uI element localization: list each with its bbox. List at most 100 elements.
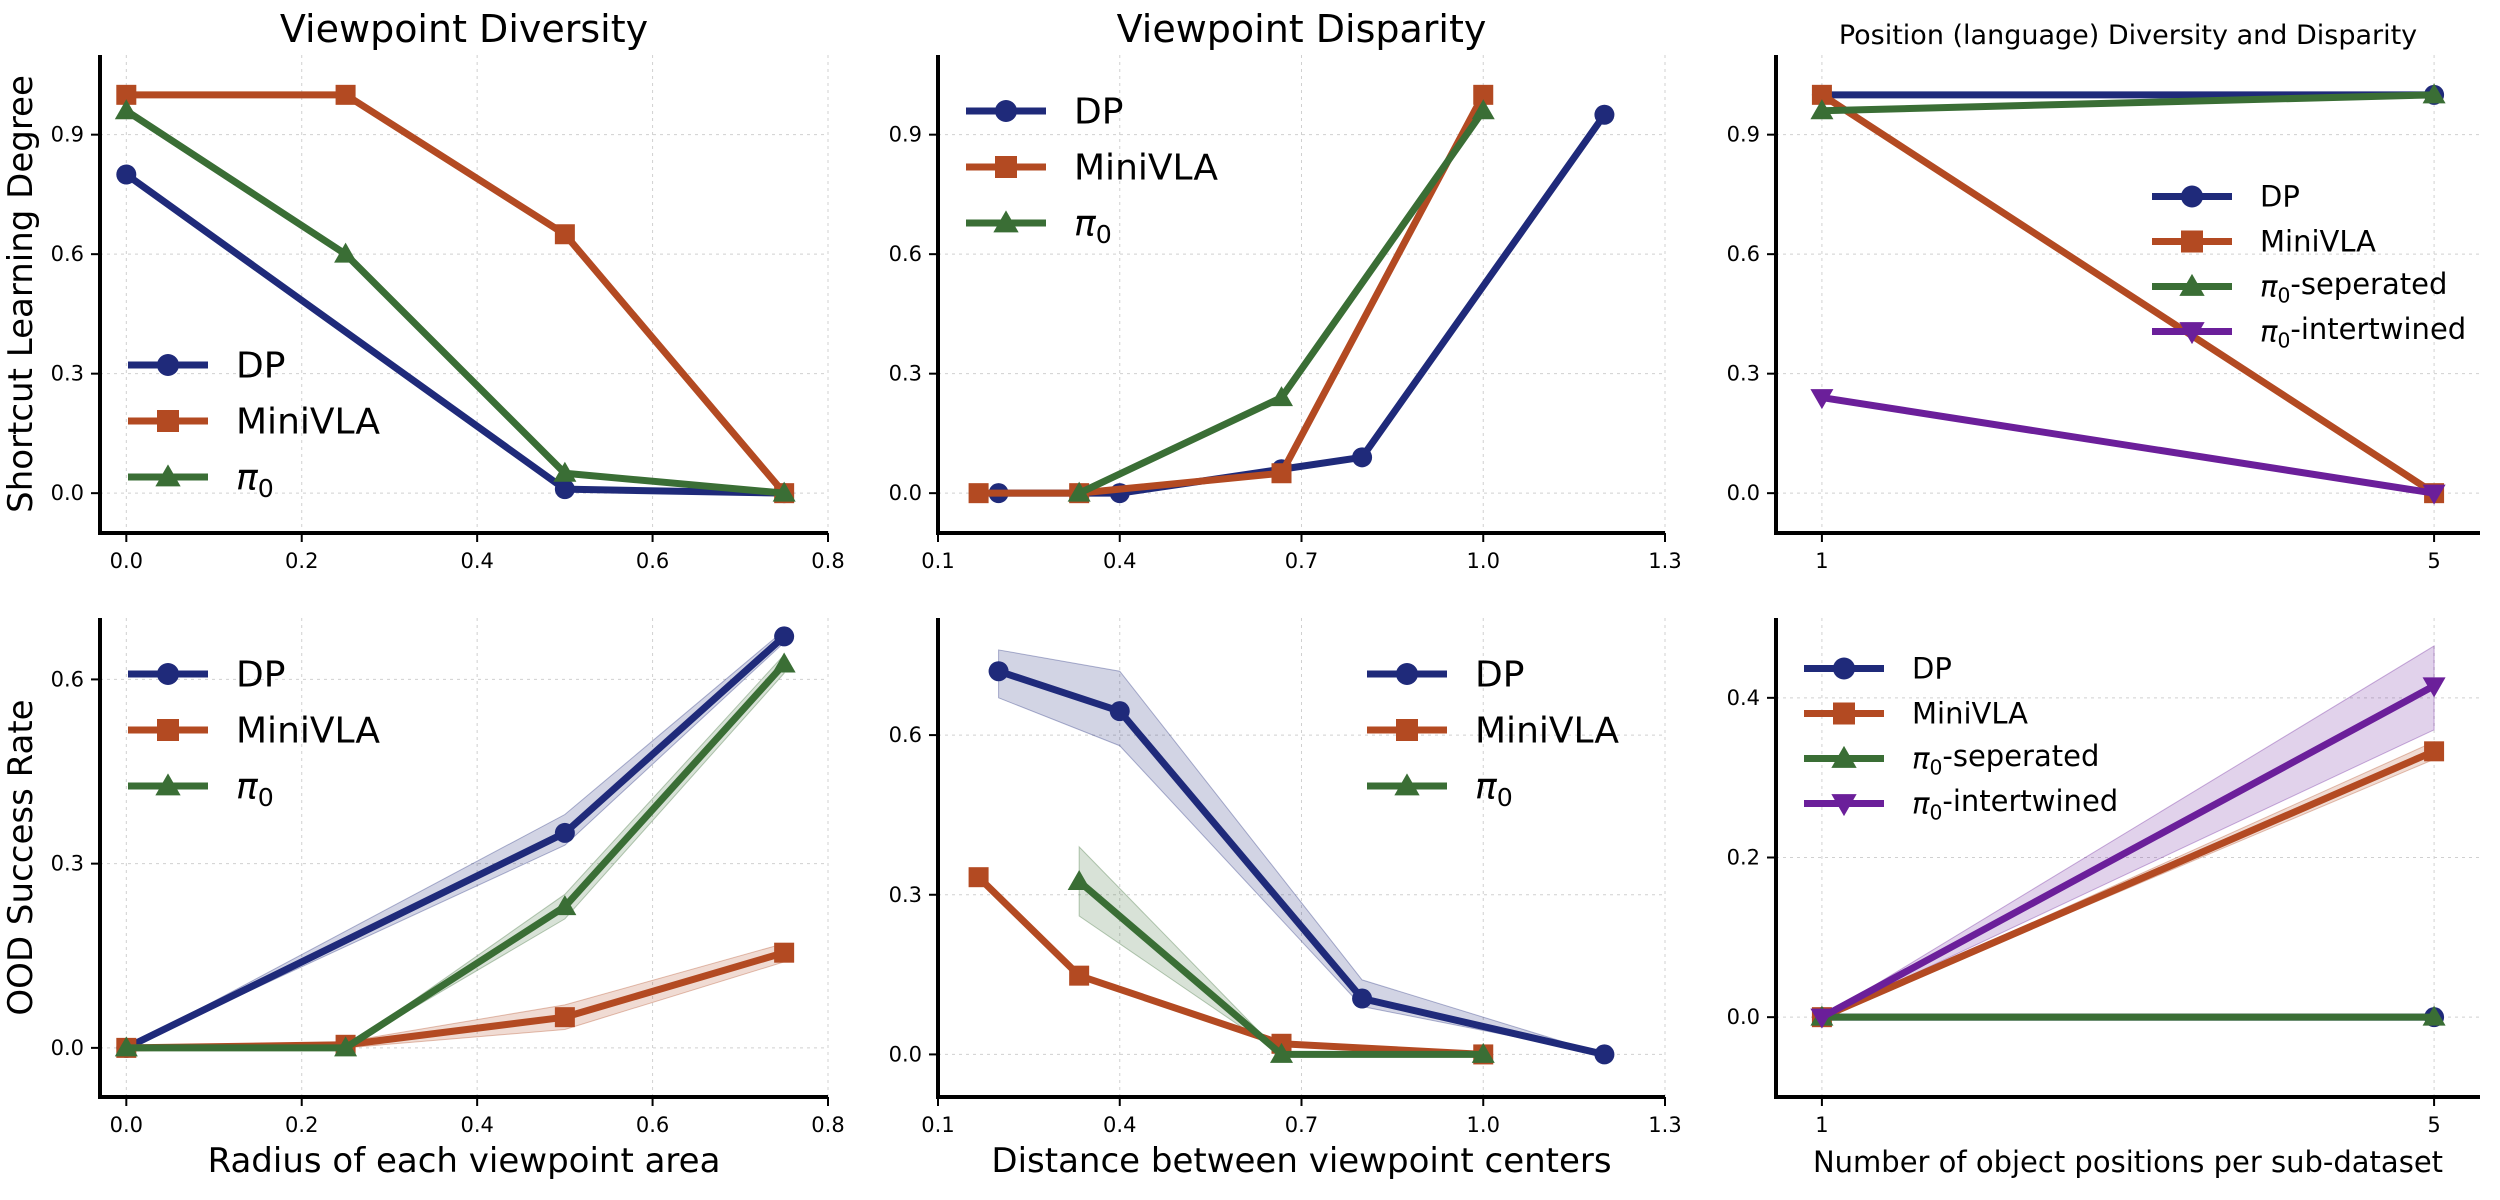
data-point bbox=[334, 1036, 358, 1057]
chart-panel-2: 0.1 0.4 0.7 1.0 1.3 0.0 0.3 0.6 0.9 Viewpoint Dis… bbox=[889, 7, 1682, 573]
x-tick-label: 0.4 bbox=[1103, 549, 1136, 573]
data-point bbox=[772, 652, 796, 673]
legend-marker bbox=[995, 100, 1017, 122]
x-tick-label: 0.7 bbox=[1285, 549, 1318, 573]
x-axis-label: Distance between viewpoint centers bbox=[991, 1141, 1611, 1181]
y-tick-label: 0.6 bbox=[51, 242, 84, 266]
y-tick-label: 0.9 bbox=[889, 123, 922, 147]
data-point bbox=[553, 461, 577, 482]
x-tick-label: 5 bbox=[2427, 1113, 2440, 1137]
legend-marker bbox=[2181, 230, 2203, 253]
legend-label: MiniVLA bbox=[1074, 148, 1218, 189]
series-line bbox=[126, 91, 787, 496]
data-point bbox=[116, 84, 137, 105]
legend-label: DP bbox=[236, 346, 285, 387]
data-point bbox=[1811, 84, 1832, 105]
legend-label: MiniVLA bbox=[1912, 697, 2028, 731]
y-tick-label: 0.0 bbox=[889, 481, 922, 505]
series-line bbox=[124, 171, 785, 497]
y-tick-label: 0.6 bbox=[51, 667, 84, 691]
data-point bbox=[968, 483, 989, 504]
x-tick-label: 0.1 bbox=[921, 1113, 954, 1137]
y-tick-label: 0.3 bbox=[1727, 362, 1760, 386]
data-point bbox=[554, 224, 575, 245]
series-line bbox=[978, 93, 1487, 497]
legend-marker bbox=[995, 156, 1017, 178]
legend-label: MiniVLA bbox=[2260, 225, 2376, 259]
data-point bbox=[968, 867, 989, 888]
legend: DP MiniVLA π0 bbox=[1367, 655, 1619, 812]
data-point bbox=[1810, 99, 1834, 120]
x-tick-label: 1 bbox=[1815, 549, 1828, 573]
legend-label: π0-intertwined bbox=[1912, 784, 2118, 825]
data-point bbox=[1067, 869, 1091, 890]
data-point bbox=[335, 84, 356, 105]
legend-label: DP bbox=[1074, 92, 1123, 133]
y-tick-label: 0.3 bbox=[889, 883, 922, 907]
series-line bbox=[1820, 682, 2436, 1021]
series-line bbox=[126, 661, 787, 1052]
series-line bbox=[124, 107, 785, 497]
legend-label: DP bbox=[236, 655, 285, 696]
x-axis-label: Radius of each viewpoint area bbox=[208, 1141, 721, 1181]
data-point bbox=[2422, 83, 2446, 104]
data-point bbox=[1810, 389, 1834, 410]
legend-label: π0 bbox=[1074, 204, 1112, 250]
data-point bbox=[554, 822, 575, 843]
x-tick-label: 0.4 bbox=[460, 1113, 493, 1137]
y-tick-label: 0.3 bbox=[51, 362, 84, 386]
y-tick-label: 0.0 bbox=[51, 481, 84, 505]
legend-marker bbox=[1831, 794, 1857, 817]
legend-marker bbox=[1831, 745, 1857, 768]
data-point bbox=[1810, 1008, 1834, 1029]
x-axis-label: Number of object positions per sub-datas… bbox=[1813, 1145, 2443, 1179]
x-tick-label: 0.1 bbox=[921, 549, 954, 573]
data-point bbox=[1270, 386, 1294, 407]
x-tick-label: 0.6 bbox=[636, 549, 669, 573]
chart-panel-5: 0.1 0.4 0.7 1.0 1.3 0.0 0.3 0.6 Distance between… bbox=[889, 618, 1682, 1181]
data-point bbox=[114, 99, 138, 120]
y-tick-label: 0.6 bbox=[1727, 242, 1760, 266]
legend-marker bbox=[1396, 663, 1418, 685]
x-tick-label: 0.4 bbox=[1103, 1113, 1136, 1137]
chart-panel-6: 1 5 0.0 0.2 0.4 Number of object positions pe… bbox=[1727, 618, 2480, 1179]
legend-label: MiniVLA bbox=[1475, 711, 1619, 752]
legend-marker bbox=[1394, 773, 1420, 796]
series-line bbox=[1821, 91, 2435, 115]
data-point bbox=[774, 626, 795, 647]
x-tick-label: 1.3 bbox=[1648, 549, 1681, 573]
legend-marker bbox=[2181, 185, 2203, 208]
x-tick-label: 1 bbox=[1815, 1113, 1828, 1137]
legend: DP MiniVLA π0 bbox=[128, 655, 380, 812]
data-point bbox=[553, 895, 577, 916]
data-point bbox=[1109, 701, 1130, 722]
y-tick-label: 0.2 bbox=[1727, 846, 1760, 870]
legend: DP MiniVLA π0 bbox=[128, 346, 380, 504]
data-point bbox=[116, 164, 137, 185]
chart-title: Viewpoint Disparity bbox=[1117, 7, 1487, 51]
chart-panel-4: 0.0 0.2 0.4 0.6 0.8 0.0 0.3 0.6 Radius of each v… bbox=[1, 618, 845, 1181]
legend-marker bbox=[157, 354, 179, 376]
chart-title: Position (language) Diversity and Dispar… bbox=[1839, 20, 2417, 51]
x-tick-label: 1.0 bbox=[1467, 549, 1500, 573]
legend-marker bbox=[157, 410, 179, 432]
series-line bbox=[997, 667, 1606, 1058]
series-line bbox=[1821, 394, 2435, 497]
legend-label: DP bbox=[1475, 655, 1524, 696]
x-tick-label: 0.2 bbox=[285, 549, 318, 573]
data-point bbox=[1594, 104, 1615, 125]
legend-label: π0 bbox=[236, 458, 274, 504]
data-point bbox=[774, 942, 795, 963]
x-tick-label: 0.2 bbox=[285, 1113, 318, 1137]
y-tick-label: 0.0 bbox=[1727, 481, 1760, 505]
data-point bbox=[1352, 447, 1373, 468]
data-point bbox=[772, 481, 796, 502]
x-tick-label: 0.8 bbox=[811, 549, 844, 573]
x-tick-label: 5 bbox=[2427, 549, 2440, 573]
x-tick-label: 0.0 bbox=[110, 1113, 143, 1137]
y-tick-label: 0.9 bbox=[51, 123, 84, 147]
legend-marker bbox=[2179, 322, 2205, 345]
